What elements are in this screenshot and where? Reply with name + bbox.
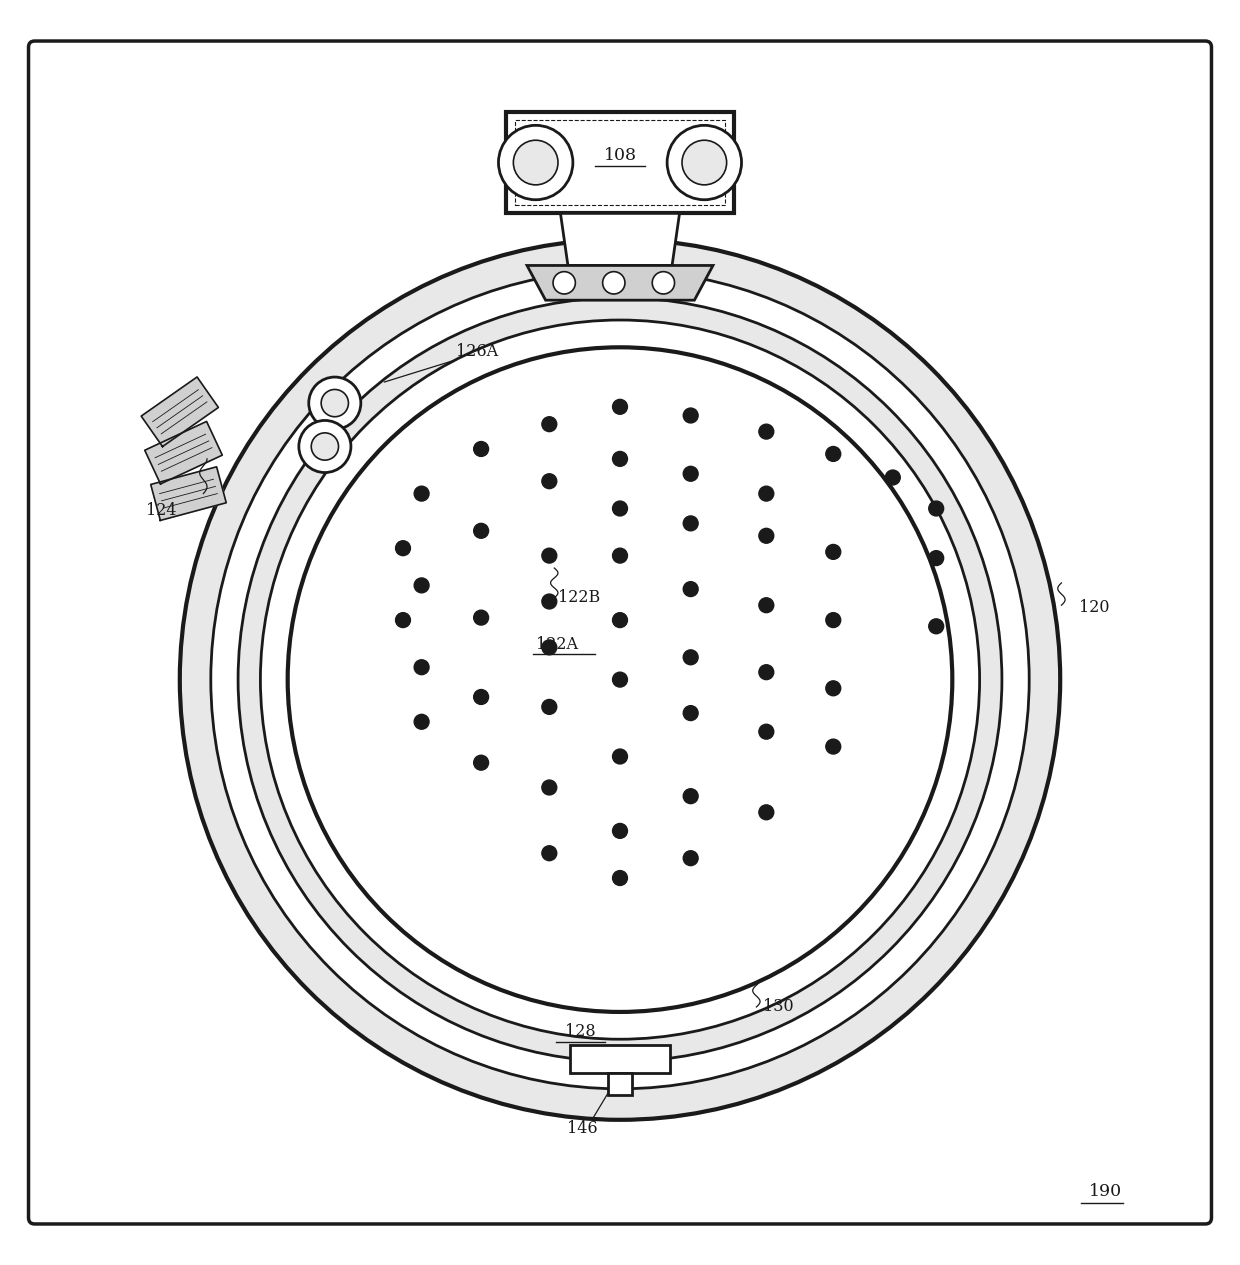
- Circle shape: [759, 486, 774, 501]
- Circle shape: [885, 471, 900, 484]
- Circle shape: [542, 416, 557, 431]
- Circle shape: [826, 544, 841, 559]
- Circle shape: [396, 612, 410, 627]
- Circle shape: [613, 452, 627, 467]
- Circle shape: [613, 824, 627, 839]
- Circle shape: [682, 140, 727, 185]
- Circle shape: [542, 700, 557, 715]
- Circle shape: [929, 619, 944, 634]
- Circle shape: [474, 610, 489, 625]
- Text: 190: 190: [1089, 1184, 1122, 1200]
- Circle shape: [238, 297, 1002, 1061]
- FancyBboxPatch shape: [29, 40, 1211, 1225]
- Circle shape: [180, 239, 1060, 1120]
- Circle shape: [613, 612, 627, 627]
- Bar: [515, 120, 725, 205]
- Circle shape: [542, 781, 557, 794]
- Text: 126A: 126A: [456, 343, 498, 359]
- Circle shape: [498, 125, 573, 200]
- Circle shape: [542, 474, 557, 488]
- Circle shape: [260, 320, 980, 1040]
- Circle shape: [414, 660, 429, 674]
- Circle shape: [613, 672, 627, 687]
- Circle shape: [288, 348, 952, 1012]
- Circle shape: [683, 516, 698, 531]
- Circle shape: [211, 271, 1029, 1089]
- Circle shape: [613, 400, 627, 414]
- Circle shape: [542, 640, 557, 655]
- Circle shape: [414, 486, 429, 501]
- Circle shape: [542, 846, 557, 860]
- Polygon shape: [145, 421, 222, 484]
- Circle shape: [683, 706, 698, 721]
- Bar: [570, 1045, 670, 1073]
- Circle shape: [311, 433, 339, 460]
- Circle shape: [414, 715, 429, 729]
- Circle shape: [309, 377, 361, 429]
- Circle shape: [826, 612, 841, 627]
- Text: 122A: 122A: [536, 636, 578, 654]
- Circle shape: [474, 689, 489, 705]
- Circle shape: [683, 467, 698, 481]
- Circle shape: [513, 140, 558, 185]
- Circle shape: [683, 409, 698, 423]
- Text: 108: 108: [604, 147, 636, 163]
- Circle shape: [759, 529, 774, 543]
- Text: 130: 130: [763, 998, 794, 1016]
- Circle shape: [683, 851, 698, 865]
- Circle shape: [683, 582, 698, 597]
- Bar: [506, 111, 734, 214]
- Circle shape: [759, 664, 774, 679]
- Circle shape: [759, 805, 774, 820]
- Circle shape: [667, 125, 742, 200]
- Circle shape: [299, 420, 351, 473]
- Polygon shape: [151, 467, 226, 520]
- Circle shape: [683, 789, 698, 803]
- Circle shape: [826, 739, 841, 754]
- Circle shape: [613, 870, 627, 886]
- Circle shape: [542, 595, 557, 608]
- Text: 120: 120: [1079, 600, 1110, 616]
- Circle shape: [826, 447, 841, 462]
- Circle shape: [396, 540, 410, 555]
- Circle shape: [474, 755, 489, 770]
- Text: 128: 128: [565, 1023, 595, 1040]
- Circle shape: [613, 749, 627, 764]
- Circle shape: [553, 272, 575, 293]
- Text: 122B: 122B: [558, 589, 600, 606]
- Polygon shape: [560, 214, 680, 266]
- Circle shape: [613, 501, 627, 516]
- Circle shape: [683, 650, 698, 664]
- Polygon shape: [527, 266, 713, 300]
- Circle shape: [929, 550, 944, 565]
- Circle shape: [929, 501, 944, 516]
- Circle shape: [321, 390, 348, 416]
- Circle shape: [474, 441, 489, 457]
- Text: 124: 124: [146, 502, 176, 520]
- Text: 146: 146: [568, 1120, 598, 1137]
- Polygon shape: [141, 377, 218, 447]
- Circle shape: [613, 548, 627, 563]
- Circle shape: [759, 424, 774, 439]
- Circle shape: [542, 548, 557, 563]
- Circle shape: [759, 725, 774, 739]
- Bar: [608, 1073, 632, 1095]
- Circle shape: [652, 272, 675, 293]
- Circle shape: [826, 681, 841, 696]
- Circle shape: [603, 272, 625, 293]
- Circle shape: [414, 578, 429, 593]
- Circle shape: [474, 524, 489, 539]
- Circle shape: [759, 598, 774, 612]
